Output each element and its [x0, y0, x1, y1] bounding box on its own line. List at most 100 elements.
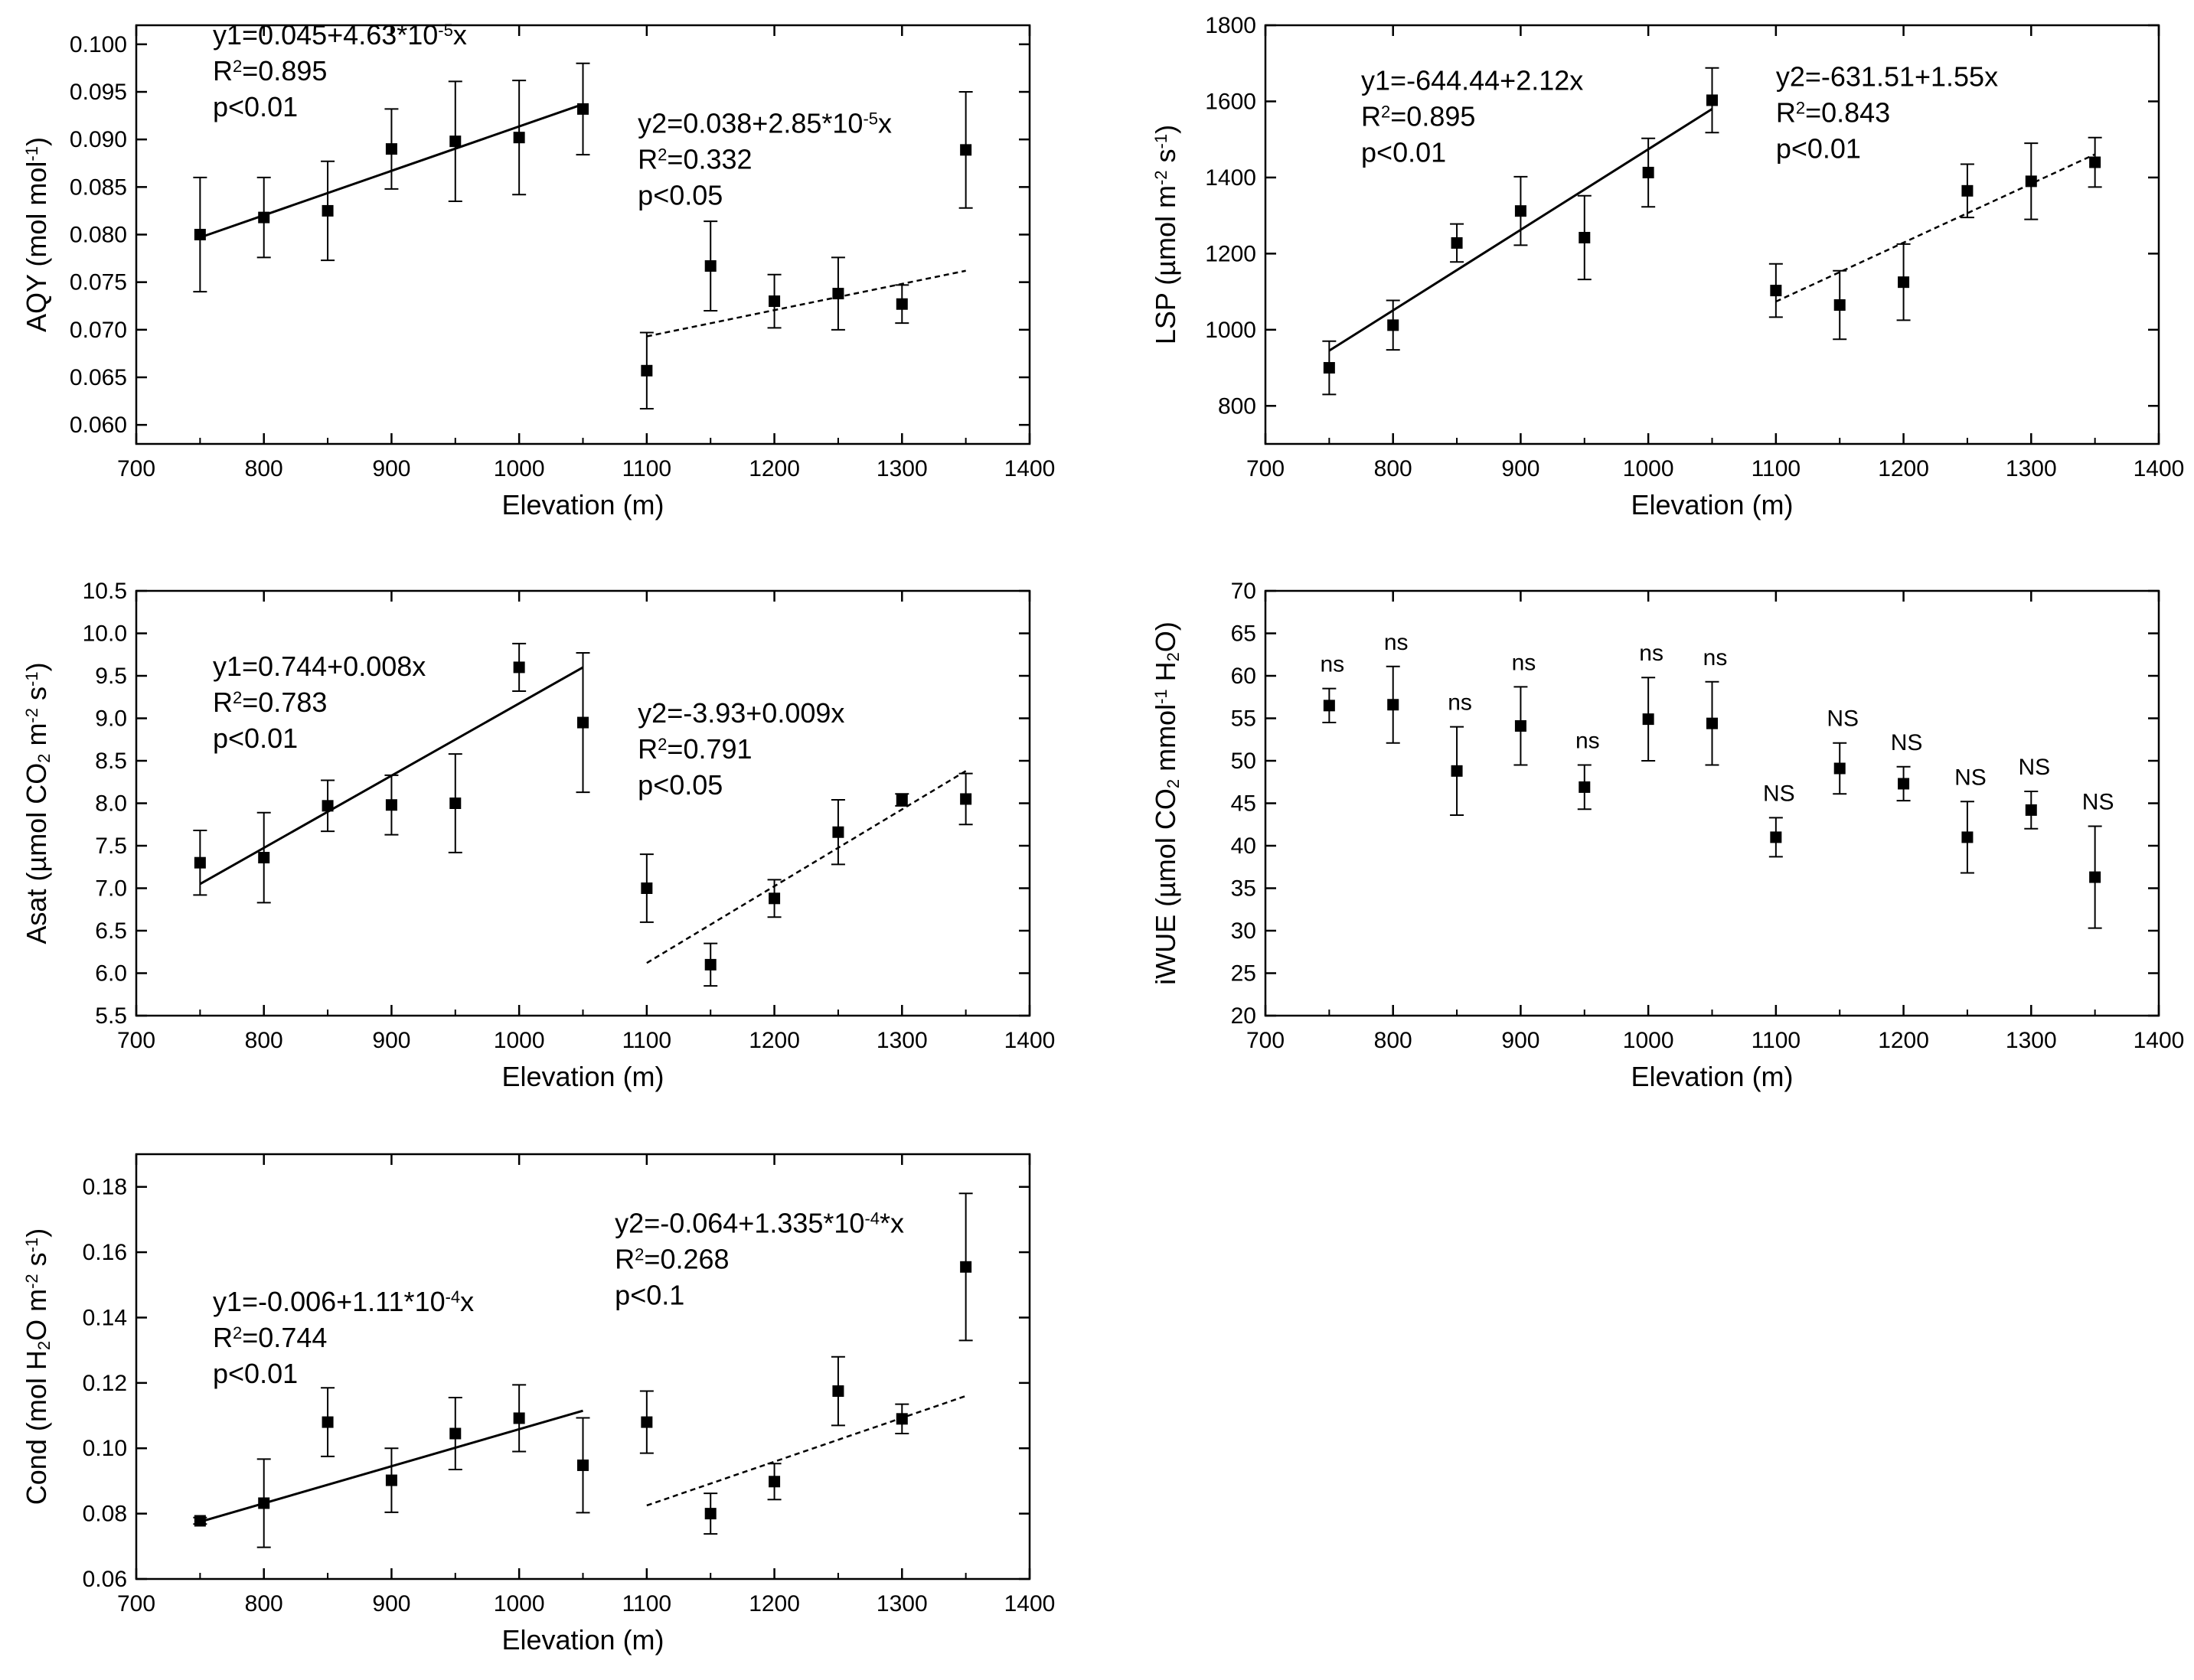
y-tick-label: 35: [1231, 876, 1256, 902]
data-point: [1642, 713, 1654, 726]
significance-label: ns: [1448, 690, 1472, 716]
chart-cond: 700 800 900 1000 1100 1200 1300 1400 0.06 0.08 0.1…: [21, 1153, 1056, 1656]
y-tick-label: 60: [1231, 664, 1256, 689]
x-tick-label: 700: [1246, 1028, 1285, 1053]
x-tick-label: 1000: [1623, 456, 1674, 481]
x-tick-label: 1000: [494, 1591, 545, 1616]
y-tick-label: 0.060: [70, 413, 127, 438]
significance-label: NS: [1954, 765, 1987, 790]
y-axis-label-run-0: AQY (mol mol: [21, 161, 52, 332]
equation-annotation-line-run-2: =0.332: [667, 143, 752, 175]
data-point: [449, 1427, 462, 1440]
equation-annotation-line-run-1: 2: [233, 1323, 242, 1342]
y-axis-label-run-1: 2: [34, 754, 54, 763]
chart-aqy: 700 800 900 1000 1100 1200 1300 1400 0.060 0.065 0…: [21, 19, 1055, 520]
y-tick-label: 0.10: [83, 1436, 127, 1461]
equation-annotation-line-run-2: =0.791: [667, 733, 752, 765]
y-tick-label: 20: [1231, 1003, 1256, 1029]
y-tick-label: 45: [1231, 791, 1256, 817]
y-axis-label-run-5: -1: [22, 1238, 41, 1253]
data-point: [769, 1476, 781, 1488]
equation-annotation-line-run-2: *x: [880, 1207, 904, 1238]
equation-annotation-line-run-0: R: [638, 143, 658, 175]
data-point: [1833, 298, 1846, 311]
y-tick-label: 0.06: [83, 1567, 127, 1592]
y-tick-label: 1000: [1205, 318, 1256, 343]
data-point: [194, 1515, 206, 1527]
data-point: [449, 135, 462, 148]
chart-iwue: 700 800 900 1000 1100 1200 1300 1400 20 25 30 35 40 4…: [1150, 579, 2184, 1092]
equation-annotation-line: y2=0.038+2.85*10-5x: [638, 107, 892, 139]
data-point: [1514, 719, 1526, 732]
y-tick-label: 1200: [1205, 241, 1256, 266]
significance-label: ns: [1512, 650, 1536, 675]
equation-annotation-line-run-1: 2: [658, 736, 667, 755]
fit-line-high-elevation: [1775, 153, 2096, 303]
x-tick-label: 1300: [877, 456, 928, 481]
x-tick-label: 1300: [877, 1028, 928, 1053]
equation-annotation-line-run-0: R: [1361, 101, 1381, 132]
equation-annotation-line: y2=-631.51+1.55x: [1776, 61, 1998, 93]
x-tick-label: 700: [117, 456, 155, 481]
data-point: [704, 958, 717, 970]
x-tick-label: 1300: [877, 1591, 928, 1616]
x-tick-label: 1000: [494, 456, 545, 481]
y-axis-label-run-4: s: [21, 687, 52, 708]
y-tick-label: 0.080: [70, 223, 127, 248]
y-tick-label: 800: [1218, 393, 1256, 419]
equation-annotation-line-run-0: y1=0.744+0.008x: [213, 651, 426, 682]
data-point: [513, 132, 525, 144]
x-tick-label: 1200: [1878, 456, 1929, 481]
y-tick-label: 0.085: [70, 175, 127, 200]
data-point: [896, 298, 908, 310]
x-tick-label: 1100: [622, 456, 672, 481]
y-axis-label-run-6: O): [1150, 621, 1181, 652]
equation-annotation-line-run-0: p<0.01: [213, 1358, 298, 1389]
data-point: [1387, 319, 1399, 331]
y-axis-label-run-2: s: [1150, 148, 1181, 170]
data-point: [1706, 94, 1718, 106]
data-point: [1642, 166, 1654, 178]
equation-annotation-line-run-0: y2=-0.064+1.335*10: [615, 1207, 864, 1238]
equation-annotation-line-run-2: =0.843: [1805, 97, 1890, 129]
x-tick-label: 1400: [2134, 1028, 2185, 1053]
equation-annotation-line: y1=-0.006+1.11*10-4x: [213, 1286, 474, 1317]
data-point: [258, 211, 270, 223]
x-tick-label: 800: [245, 456, 283, 481]
data-point: [896, 794, 908, 806]
x-tick-label: 1400: [1004, 1591, 1056, 1616]
equation-annotation-line-run-2: x: [878, 107, 892, 139]
data-point: [577, 103, 589, 115]
y-axis-label-run-2: O m: [21, 1289, 52, 1341]
equation-annotation-line: p<0.1: [615, 1279, 684, 1310]
y-tick-label: 70: [1231, 579, 1256, 604]
x-axis-label: Elevation (m): [501, 489, 664, 520]
significance-label: ns: [1384, 630, 1409, 655]
y-tick-label: 6.0: [95, 961, 127, 987]
data-point: [258, 1497, 270, 1509]
data-point: [960, 144, 972, 156]
data-point: [322, 204, 334, 217]
equation-annotation-line-run-1: 2: [1796, 99, 1805, 118]
y-axis-label-run-6: ): [21, 1228, 52, 1238]
equation-annotation-line: R2=0.843: [1776, 97, 1890, 129]
y-tick-label: 9.0: [95, 706, 127, 732]
y-tick-label: 55: [1231, 706, 1256, 732]
y-axis-label-run-3: -1: [1151, 134, 1170, 149]
fit-line-high-elevation: [646, 1395, 967, 1507]
x-tick-label: 1200: [1878, 1028, 1929, 1053]
y-axis-label-run-2: ): [21, 137, 52, 146]
y-axis-label-run-2: mmol: [1150, 704, 1181, 779]
equation-annotation-line-run-2: =0.268: [644, 1243, 729, 1274]
equation-annotation-line-run-0: R: [213, 55, 233, 86]
y-axis-label-run-5: 2: [1164, 652, 1183, 661]
y-axis-label-run-4: ): [1150, 125, 1181, 134]
data-point: [1579, 781, 1591, 793]
y-axis-label-run-1: 2: [1164, 779, 1183, 788]
y-tick-label: 10.0: [83, 621, 127, 647]
equation-annotation-line: p<0.01: [1776, 133, 1861, 165]
x-tick-label: 800: [1374, 456, 1412, 481]
x-tick-label: 900: [372, 456, 410, 481]
equation-annotation-line: p<0.01: [213, 91, 298, 122]
equation-annotation-line-run-0: y1=-644.44+2.12x: [1361, 65, 1583, 96]
